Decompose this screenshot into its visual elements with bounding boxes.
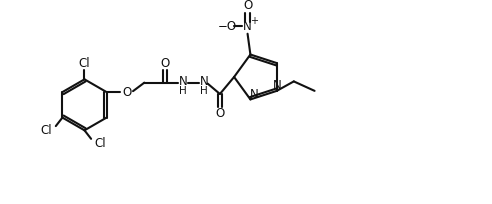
Text: Cl: Cl <box>79 57 91 70</box>
Text: H: H <box>200 86 208 96</box>
Text: O: O <box>215 107 224 120</box>
Text: O: O <box>160 57 170 70</box>
Text: O: O <box>123 86 132 99</box>
Text: O: O <box>243 0 252 12</box>
Text: N: N <box>179 75 187 88</box>
Text: N: N <box>274 79 282 92</box>
Text: Cl: Cl <box>40 124 52 137</box>
Text: −O: −O <box>218 20 237 33</box>
Text: N: N <box>243 20 252 33</box>
Text: H: H <box>179 86 187 96</box>
Text: N: N <box>199 75 208 88</box>
Text: Cl: Cl <box>95 137 106 150</box>
Text: N: N <box>250 88 259 101</box>
Text: +: + <box>250 16 258 26</box>
